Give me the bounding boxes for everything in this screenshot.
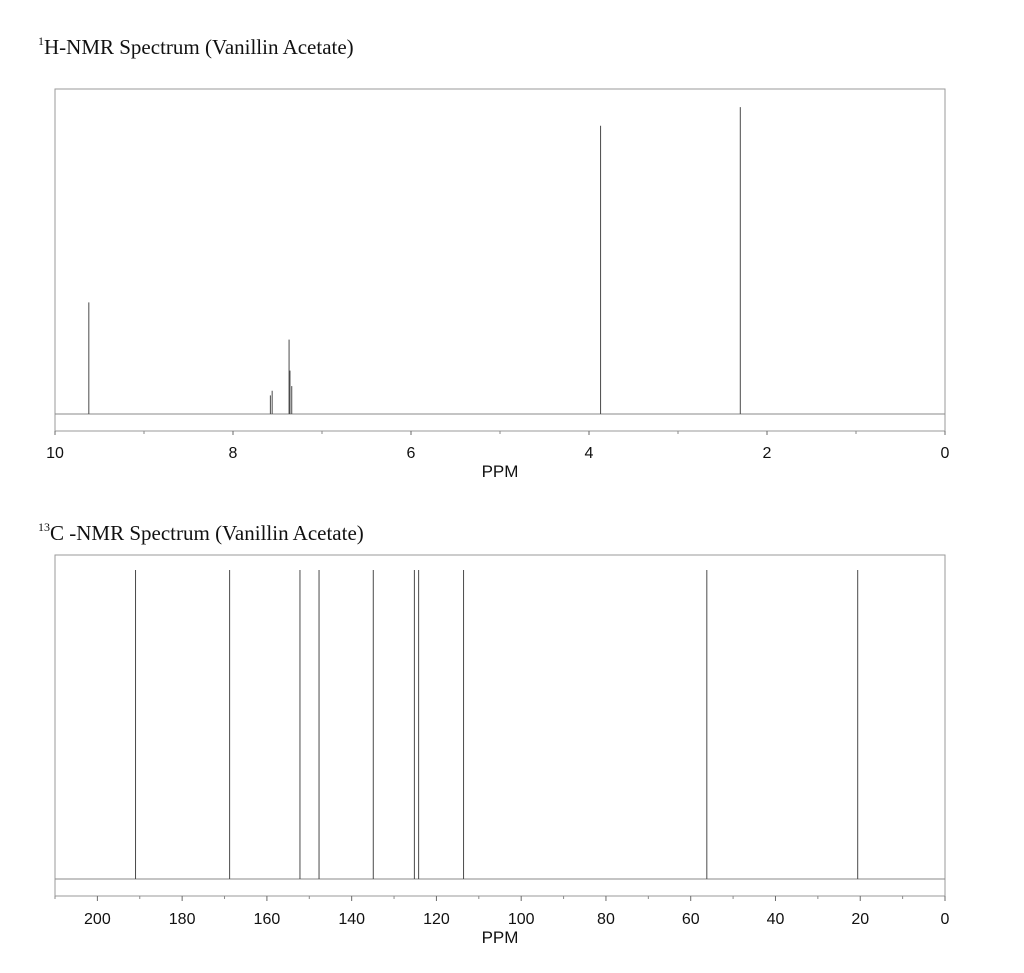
c-nmr-title: 13C -NMR Spectrum (Vanillin Acetate) xyxy=(38,520,364,546)
h-nmr-tick-label: 4 xyxy=(585,445,594,462)
h-nmr-tick-label: 2 xyxy=(763,445,772,462)
h-nmr-title-text: H-NMR Spectrum (Vanillin Acetate) xyxy=(44,35,354,59)
h-nmr-tick-label: 10 xyxy=(46,445,64,462)
h-nmr-title-superscript: 1 xyxy=(38,34,44,48)
h-nmr-x-axis-label: PPM xyxy=(482,462,519,481)
c-nmr-title-text: C -NMR Spectrum (Vanillin Acetate) xyxy=(50,521,364,545)
h-nmr-tick-label: 0 xyxy=(941,445,950,462)
h-nmr-plot-frame xyxy=(54,88,946,432)
h-nmr-tick-label: 6 xyxy=(407,445,416,462)
h-nmr-title: 1H-NMR Spectrum (Vanillin Acetate) xyxy=(38,34,354,60)
c-nmr-title-superscript: 13 xyxy=(38,520,50,534)
h-nmr-tick-label: 8 xyxy=(229,445,238,462)
